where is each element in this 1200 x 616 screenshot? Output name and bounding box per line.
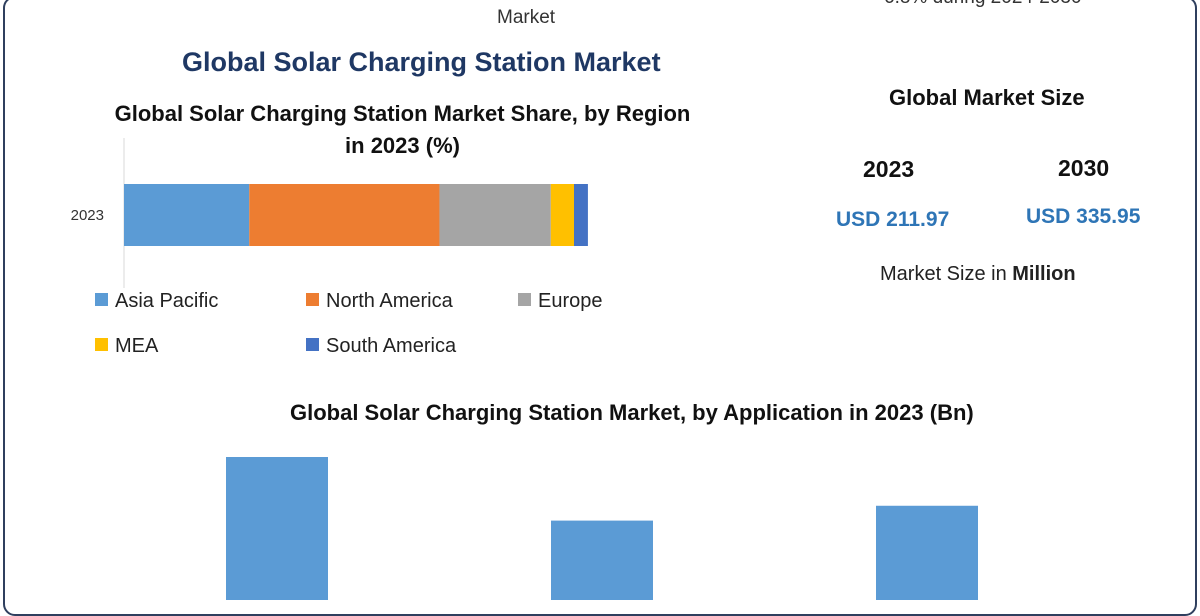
region-bar-north-america	[249, 184, 440, 246]
region-bar-europe	[439, 184, 551, 246]
region-bar-asia-pacific	[124, 184, 250, 246]
cut-header-text: Market	[497, 7, 556, 28]
legend-label-europe: Europe	[538, 290, 603, 312]
market-size-year-2030: 2030	[1058, 155, 1110, 181]
application-bar-3	[876, 505, 978, 600]
region-bar-south-america	[574, 184, 588, 246]
application-bar-2	[551, 520, 653, 600]
region-chart-title: Global Solar Charging Station Market Sha…	[114, 101, 691, 158]
main-title: Global Solar Charging Station Market	[182, 47, 661, 77]
legend-swatch-asia-pacific	[95, 293, 108, 306]
legend-swatch-south-america	[306, 338, 319, 351]
legend-swatch-mea	[95, 338, 108, 351]
region-bar-mea	[550, 184, 574, 246]
legend-label-asia-pacific: Asia Pacific	[115, 290, 218, 312]
cut-cagr-text: 6.8% during 2024-2030	[884, 0, 1082, 9]
application-bar-1	[226, 457, 328, 600]
market-size-unit: Market Size in Million	[880, 263, 1076, 286]
legend-swatch-north-america	[306, 293, 319, 306]
region-chart-category-label: 2023	[71, 207, 104, 224]
application-chart-title: Global Solar Charging Station Market, by…	[290, 400, 974, 425]
legend-swatch-europe	[518, 293, 531, 306]
unit-strong: Million	[1012, 263, 1076, 285]
legend-label-mea: MEA	[115, 335, 159, 357]
legend-label-south-america: South America	[326, 335, 457, 357]
unit-prefix: Market Size in	[880, 263, 1013, 285]
market-size-title: Global Market Size	[889, 85, 1085, 110]
market-size-year-2023: 2023	[863, 156, 915, 182]
region-share-chart: 2023 Asia Pacific North America Europe MEA So…	[71, 138, 978, 600]
legend-label-north-america: North America	[326, 290, 454, 312]
market-size-value-2030: USD 335.95	[1026, 205, 1141, 228]
market-size-value-2023: USD 211.97	[836, 208, 950, 231]
